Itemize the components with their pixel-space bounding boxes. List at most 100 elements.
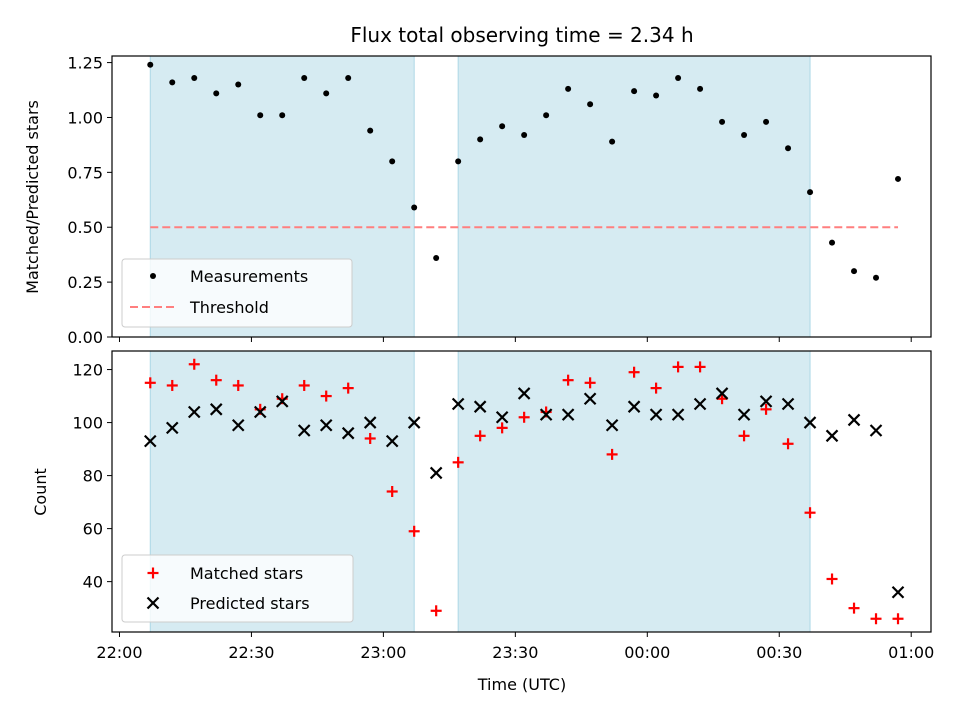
measurement-point <box>213 90 220 97</box>
matched-star-point <box>232 379 244 391</box>
measurement-point <box>455 158 462 165</box>
bottom-y-axis-label: Count <box>31 468 50 516</box>
marker-stroke <box>253 405 267 419</box>
matched-star-point <box>782 438 794 450</box>
measurement-point <box>191 74 198 81</box>
marker-stroke <box>583 392 597 405</box>
matched-star-point <box>342 382 354 394</box>
marker-stroke <box>495 410 509 424</box>
y-tick-label: 0.75 <box>67 163 103 182</box>
matched-star-point <box>518 411 530 423</box>
measurement-point <box>829 239 836 246</box>
predicted-star-point <box>891 585 905 599</box>
marker-stroke <box>187 405 201 419</box>
marker-stroke <box>165 421 179 435</box>
predicted-star-point <box>737 408 751 421</box>
measurement-point <box>851 268 858 275</box>
top-legend: Measurements Threshold <box>121 258 353 328</box>
marker-stroke <box>539 408 553 421</box>
chart-title: Flux total observing time = 2.34 h <box>350 23 693 47</box>
matched-star-point <box>562 374 574 386</box>
y-tick-label: 40 <box>83 573 103 592</box>
top-y-axis-label: Matched/Predicted stars <box>23 100 42 294</box>
marker-stroke <box>407 416 421 429</box>
marker-stroke <box>759 395 773 408</box>
y-tick-label: 0.50 <box>67 218 103 237</box>
predicted-star-point <box>495 410 509 424</box>
matched-star-point <box>716 393 728 405</box>
measurement-point <box>719 118 726 125</box>
predicted-star-point <box>143 434 157 448</box>
y-tick-label: 60 <box>83 520 103 539</box>
y-tick-label: 1.00 <box>67 108 103 127</box>
matched-star-point <box>430 605 442 617</box>
marker-stroke <box>385 434 399 448</box>
bottom-axes-frame <box>111 350 932 633</box>
x-tick-label: 23:00 <box>360 643 406 662</box>
predicted-star-point <box>605 418 619 432</box>
legend-matched-marker <box>147 567 159 579</box>
y-tick-label: 0.25 <box>67 273 103 292</box>
measurement-point <box>543 112 550 119</box>
marker-stroke <box>627 400 641 413</box>
measurement-point <box>257 112 264 119</box>
matched-star-point <box>892 613 904 625</box>
matched-star-point <box>474 430 486 442</box>
predicted-star-point <box>275 395 289 408</box>
measurement-point <box>235 81 242 88</box>
measurement-point <box>741 132 748 139</box>
matched-star-point <box>188 358 200 370</box>
measurement-point <box>477 136 484 143</box>
predicted-star-point <box>363 416 377 429</box>
legend-frame <box>121 258 353 328</box>
marker-stroke <box>671 408 685 421</box>
legend-frame <box>121 554 354 623</box>
matched-star-point <box>408 525 420 537</box>
y-tick-label: 0.00 <box>67 328 103 347</box>
measurement-point <box>433 254 440 261</box>
y-tick-label: 1.25 <box>67 54 103 73</box>
matched-star-point <box>386 486 398 497</box>
predicted-star-point <box>341 426 355 440</box>
predicted-star-point <box>825 429 839 443</box>
predicted-star-point <box>693 397 707 411</box>
matched-star-point <box>298 379 310 391</box>
matched-star-point <box>452 456 464 468</box>
predicted-star-point <box>803 416 817 429</box>
measurement-point <box>587 101 594 108</box>
marker-stroke <box>715 387 729 400</box>
marker-stroke <box>451 397 465 411</box>
predicted-star-point <box>561 408 575 421</box>
predicted-star-point <box>781 397 795 411</box>
matched-star-point <box>672 361 684 373</box>
predicted-star-point <box>253 405 267 419</box>
predicted-star-point <box>407 416 421 429</box>
predicted-star-point <box>759 395 773 408</box>
predicted-star-point <box>187 405 201 419</box>
marker-stroke <box>143 434 157 448</box>
predicted-star-point <box>231 418 245 432</box>
predicted-star-point <box>473 400 487 413</box>
marker-stroke <box>825 429 839 443</box>
legend-predicted-marker <box>146 596 160 610</box>
marker-stroke <box>561 408 575 421</box>
marker-stroke <box>473 400 487 413</box>
matched-star-point <box>650 382 662 394</box>
marker-stroke <box>429 466 443 480</box>
measurement-point <box>631 88 638 95</box>
matched-star-point <box>738 430 750 442</box>
measurement-point <box>895 175 902 182</box>
matched-star-point <box>760 403 772 415</box>
marker-stroke <box>297 424 311 437</box>
measurement-point <box>697 85 704 92</box>
marker-stroke <box>517 387 531 400</box>
measurement-point <box>499 123 506 130</box>
measurement-point <box>807 189 814 196</box>
predicted-star-point <box>671 408 685 421</box>
measurement-point <box>147 61 154 68</box>
flux-ratio-panel: 0.00 0.25 0.50 0.75 1.00 1.25 Matched/Predict… <box>23 54 932 347</box>
marker-stroke <box>363 416 377 429</box>
matched-star-point <box>166 379 178 391</box>
matched-star-point <box>804 507 816 519</box>
x-tick-label: 22:00 <box>96 643 142 662</box>
